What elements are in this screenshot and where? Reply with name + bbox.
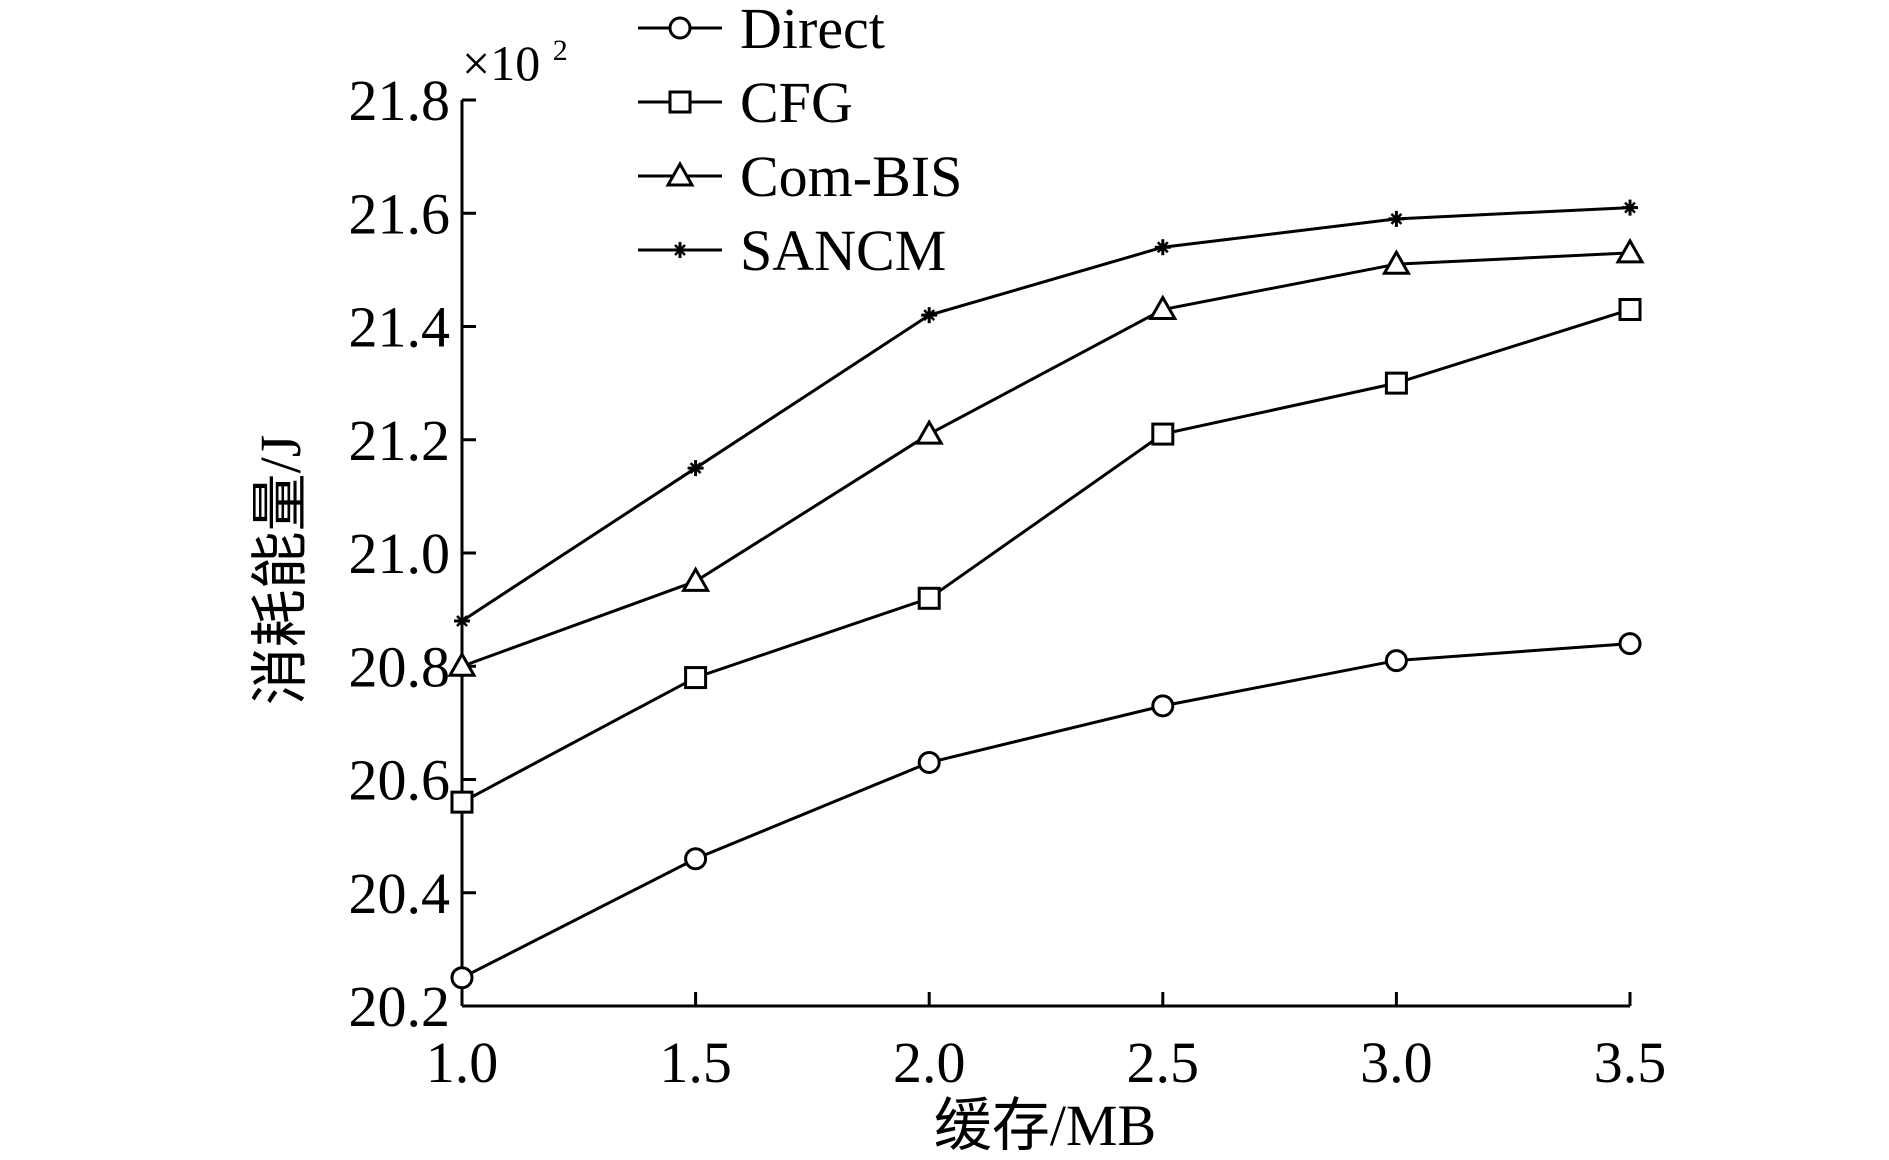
data-point-com-bis xyxy=(447,651,477,677)
legend-label: CFG xyxy=(740,70,853,135)
data-point-com-bis xyxy=(681,566,711,592)
series-direct xyxy=(450,632,1642,990)
y-tick-label: 21.0 xyxy=(349,521,451,586)
y-tick-label: 20.8 xyxy=(349,634,451,699)
x-tick-label: 3.0 xyxy=(1360,1030,1433,1095)
series-sancm xyxy=(454,199,1638,629)
y-tick-label: 20.2 xyxy=(349,974,451,1039)
legend-marker xyxy=(668,90,692,114)
data-point-cfg xyxy=(1618,298,1642,322)
data-point-sancm xyxy=(1388,210,1405,227)
legend-label: SANCM xyxy=(740,218,946,283)
y-tick-label: 21.2 xyxy=(349,408,451,473)
y-tick-label: 21.8 xyxy=(349,68,451,133)
legend-item-direct: Direct xyxy=(638,0,885,61)
data-point-direct xyxy=(1618,632,1642,656)
x-tick-label: 2.0 xyxy=(893,1030,966,1095)
legend-item-sancm: SANCM xyxy=(638,218,946,283)
legend-marker xyxy=(665,160,695,187)
x-tick-label: 1.0 xyxy=(426,1030,499,1095)
legend-label: Com-BIS xyxy=(740,144,962,209)
y-tick-label: 21.6 xyxy=(349,181,451,246)
y-tick-label: 21.4 xyxy=(349,295,451,360)
data-point-cfg xyxy=(450,790,474,814)
y-tick-label: 20.4 xyxy=(349,861,451,926)
data-point-cfg xyxy=(917,586,941,610)
series-layer xyxy=(447,199,1645,990)
y-tick-label: 20.6 xyxy=(349,748,451,813)
series-line-cfg xyxy=(461,308,1631,804)
x-tick-label: 1.5 xyxy=(659,1030,732,1095)
data-point-cfg xyxy=(684,666,708,690)
legend-marker xyxy=(668,16,692,40)
data-point-sancm xyxy=(1154,239,1171,256)
series-cfg xyxy=(450,298,1642,814)
axes xyxy=(460,100,1630,1008)
y-multiplier: ×10 2 xyxy=(462,34,568,91)
data-point-sancm xyxy=(454,612,470,629)
legend-item-com-bis: Com-BIS xyxy=(638,144,962,209)
legend-marker xyxy=(672,242,688,258)
series-com-bis xyxy=(447,237,1645,677)
data-point-sancm xyxy=(921,307,938,324)
data-point-cfg xyxy=(1151,422,1175,446)
data-point-direct xyxy=(1151,694,1175,718)
legend: Direct CFG Com-BIS SANCM xyxy=(638,0,962,283)
y-multiplier-exponent: 2 xyxy=(553,34,568,67)
data-point-sancm xyxy=(1622,199,1638,216)
x-axis-title: 缓存/MB xyxy=(934,1093,1156,1158)
series-line-sancm xyxy=(461,206,1631,623)
series-line-com-bis xyxy=(461,251,1631,668)
y-multiplier-base: ×10 xyxy=(462,35,540,91)
data-point-direct xyxy=(917,751,941,775)
x-tick-label: 3.5 xyxy=(1594,1030,1667,1095)
data-point-direct xyxy=(450,966,474,990)
series-line-direct xyxy=(461,642,1631,980)
data-point-cfg xyxy=(1384,371,1408,395)
data-point-sancm xyxy=(687,460,704,477)
data-point-com-bis xyxy=(1148,294,1178,321)
data-point-com-bis xyxy=(1615,237,1645,264)
data-point-direct xyxy=(1384,649,1408,673)
y-axis-title: 消耗能量/J xyxy=(248,435,313,706)
data-point-com-bis xyxy=(914,419,944,445)
x-axis-ticks: 1.0 1.5 2.0 2.5 3.0 3.5 xyxy=(426,992,1667,1095)
x-tick-label: 2.5 xyxy=(1127,1030,1200,1095)
legend-item-cfg: CFG xyxy=(638,70,853,135)
y-axis-ticks: 20.2 20.4 20.6 20.8 21.0 21.2 21.4 21.6 21.8 xyxy=(349,68,476,1039)
data-point-com-bis xyxy=(1381,249,1411,275)
legend-label: Direct xyxy=(740,0,885,61)
data-point-direct xyxy=(684,847,708,871)
